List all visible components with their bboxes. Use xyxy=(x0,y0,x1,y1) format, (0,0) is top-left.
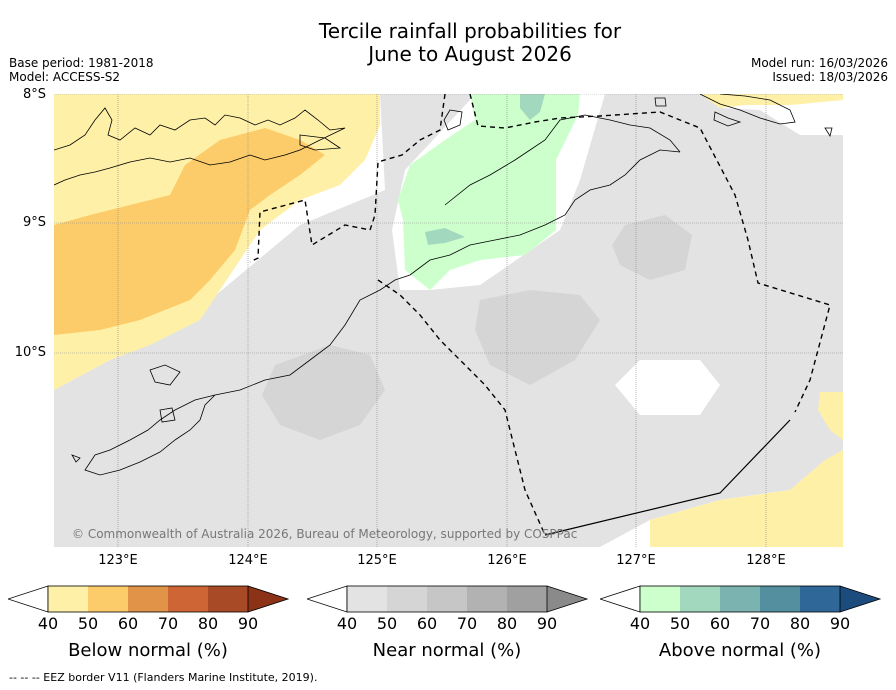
cbar-near-title: Near normal (%) xyxy=(372,640,522,661)
model-name: Model: ACCESS-S2 xyxy=(9,70,121,84)
model-run: Model run: 16/03/2026 xyxy=(750,56,888,70)
cbar-near-tick: 50 xyxy=(376,614,398,633)
cbar-above-tick: 90 xyxy=(829,614,851,633)
near-normal-50-patch-2 xyxy=(262,345,385,440)
cbar-below-seg-3 xyxy=(128,586,168,612)
eez-border-solid xyxy=(544,419,791,536)
cbar-above-tick: 40 xyxy=(629,614,651,633)
cbar-below-tick: 60 xyxy=(117,614,139,633)
lon-label-128e: 128°E xyxy=(746,553,786,568)
cbar-below-seg-5 xyxy=(208,586,248,612)
cbar-near-tick: 90 xyxy=(536,614,558,633)
atauro-island xyxy=(443,109,463,131)
small-islands-west xyxy=(71,364,181,463)
cbar-below-tick: 70 xyxy=(157,614,179,633)
cbar-above-tick: 50 xyxy=(669,614,691,633)
cbar-above-tick: 70 xyxy=(749,614,771,633)
lat-label-10s: 10°S xyxy=(14,345,46,360)
cbar-above-title: Above normal (%) xyxy=(658,640,822,661)
cbar-near-seg-2 xyxy=(387,586,427,612)
lon-label-127e: 127°E xyxy=(616,553,656,568)
cbar-near-tick: 70 xyxy=(456,614,478,633)
above-normal-50-patch-1 xyxy=(520,94,545,120)
near-normal-40-region xyxy=(54,94,843,547)
cbar-below-seg-1 xyxy=(48,586,88,612)
cbar-near-seg-5 xyxy=(507,586,547,612)
lon-label-124e: 124°E xyxy=(228,553,268,568)
lon-label-125e: 125°E xyxy=(357,553,397,568)
cbar-above-high-arrow xyxy=(840,586,880,612)
below-normal-50-region xyxy=(54,128,325,335)
colorbar-below xyxy=(8,585,290,613)
base-period: Base period: 1981-2018 xyxy=(9,56,154,70)
title-line-2: June to August 2026 xyxy=(368,42,572,66)
cbar-above-seg-4 xyxy=(760,586,800,612)
lat-label-9s: 9°S xyxy=(22,215,46,230)
cbar-below-low-arrow xyxy=(8,585,49,613)
flores-coast xyxy=(54,107,346,186)
cbar-below-seg-2 xyxy=(88,586,128,612)
eez-border xyxy=(249,94,831,536)
cbar-above-seg-1 xyxy=(640,586,680,612)
cbar-above-seg-5 xyxy=(800,586,840,612)
copyright-notice: © Commonwealth of Australia 2026, Bureau… xyxy=(72,527,578,541)
cbar-near-tick: 80 xyxy=(496,614,518,633)
alor-island xyxy=(299,134,342,151)
graticule xyxy=(54,94,843,547)
coastlines xyxy=(54,94,833,476)
cbar-near-tick: 60 xyxy=(416,614,438,633)
eez-footnote: -- -- -- EEZ border V11 (Flanders Marine… xyxy=(9,671,318,684)
cbar-near-low-arrow xyxy=(307,585,348,613)
cbar-below-title: Below normal (%) xyxy=(68,640,228,661)
cbar-above-seg-3 xyxy=(720,586,760,612)
cbar-below-tick: 40 xyxy=(37,614,59,633)
cbar-below-tick: 90 xyxy=(237,614,259,633)
below-normal-40-bottomright xyxy=(650,392,843,547)
cbar-above-tick: 60 xyxy=(709,614,731,633)
small-islands-east xyxy=(654,97,833,138)
cbar-above-tick: 80 xyxy=(789,614,811,633)
lat-label-8s: 8°S xyxy=(22,87,46,102)
timor-north-coast-east xyxy=(444,114,681,206)
meta-left: Base period: 1981-2018 Model: ACCESS-S2 xyxy=(9,56,154,84)
cbar-above-seg-2 xyxy=(680,586,720,612)
white-gap-right xyxy=(615,360,720,415)
cbar-below-seg-4 xyxy=(168,586,208,612)
colorbar-near xyxy=(307,585,589,613)
cbar-near-seg-4 xyxy=(467,586,507,612)
cbar-near-seg-1 xyxy=(347,586,387,612)
near-normal-50-patch-3 xyxy=(612,215,692,280)
chart-title: Tercile rainfall probabilities for June … xyxy=(0,20,896,66)
cbar-near-high-arrow xyxy=(547,586,587,612)
wetar-island xyxy=(699,94,796,125)
cbar-near-tick: 40 xyxy=(336,614,358,633)
cbar-near-seg-3 xyxy=(427,586,467,612)
colorbar-above xyxy=(600,585,882,613)
near-normal-50-patch-1 xyxy=(475,290,600,385)
cbar-below-tick: 50 xyxy=(77,614,99,633)
cbar-below-high-arrow xyxy=(248,586,288,612)
cbar-above-low-arrow xyxy=(600,585,641,613)
timor-north-coast xyxy=(84,149,681,476)
lon-label-123e: 123°E xyxy=(98,553,138,568)
cbar-below-tick: 80 xyxy=(197,614,219,633)
title-line-1: Tercile rainfall probabilities for xyxy=(318,19,622,43)
above-normal-50-patch-2 xyxy=(425,228,465,245)
meta-right: Model run: 16/03/2026 Issued: 18/03/2026 xyxy=(751,56,888,84)
issued-date: Issued: 18/03/2026 xyxy=(772,70,888,84)
lon-label-126e: 126°E xyxy=(487,553,527,568)
